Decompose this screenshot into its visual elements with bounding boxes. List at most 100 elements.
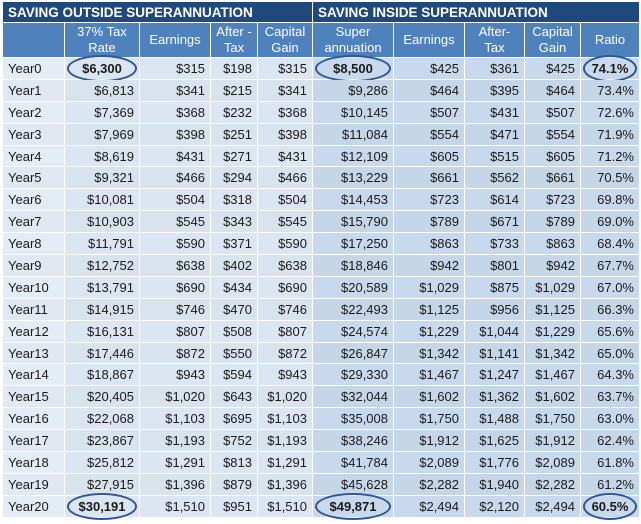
value-cell: $1,912 bbox=[524, 429, 581, 453]
value-cell: $25,812 bbox=[64, 451, 140, 474]
header-cell: Ratio bbox=[580, 22, 640, 58]
value-cell: $879 bbox=[210, 472, 258, 496]
value-cell: 74.1% bbox=[580, 55, 640, 83]
value-cell: $956 bbox=[464, 297, 525, 321]
value-cell: $661 bbox=[393, 166, 465, 190]
value-cell: 73.4% bbox=[580, 78, 640, 102]
value-cell: $1,362 bbox=[464, 385, 525, 409]
value-cell: 69.8% bbox=[580, 188, 640, 212]
value-cell: $10,081 bbox=[64, 188, 140, 212]
value-cell: $1,396 bbox=[257, 472, 313, 496]
value-cell: $951 bbox=[210, 494, 258, 518]
value-cell: $2,120 bbox=[464, 494, 525, 518]
value-cell: $23,867 bbox=[64, 429, 140, 453]
value-cell: $1,020 bbox=[139, 385, 211, 409]
value-cell: $695 bbox=[210, 407, 258, 431]
value-cell: $361 bbox=[464, 57, 525, 80]
value-cell: $341 bbox=[139, 78, 211, 102]
value-cell: $1,940 bbox=[464, 472, 525, 496]
value-cell: $8,500 bbox=[312, 55, 394, 83]
value-cell: $1,342 bbox=[524, 341, 581, 365]
table-row: Year12 $16,131 $807 $508 $807 $24,574 $1,229 $1… bbox=[2, 319, 640, 343]
value-cell: $2,282 bbox=[393, 472, 465, 496]
year-cell: Year18 bbox=[2, 451, 65, 474]
year-cell: Year13 bbox=[2, 341, 65, 365]
value-cell: $638 bbox=[139, 254, 211, 277]
value-cell: $1,029 bbox=[524, 275, 581, 299]
value-cell: $801 bbox=[464, 254, 525, 277]
value-cell: 68.4% bbox=[580, 232, 640, 256]
value-cell: $24,574 bbox=[312, 319, 394, 343]
year-cell: Year11 bbox=[2, 297, 65, 321]
table-row: Year3 $7,969 $398 $251 $398 $11,084 $554 $471 $5… bbox=[2, 122, 640, 146]
table-row: Year10 $13,791 $690 $434 $690 $20,589 $1,029 $8… bbox=[2, 275, 640, 299]
header-cell: After -Tax bbox=[210, 22, 258, 58]
value-cell: $943 bbox=[139, 363, 211, 387]
value-cell: $41,784 bbox=[312, 451, 394, 474]
value-cell: $1,020 bbox=[257, 385, 313, 409]
value-cell: $466 bbox=[257, 166, 313, 190]
value-cell: $251 bbox=[210, 122, 258, 146]
value-cell: $733 bbox=[464, 232, 525, 256]
table-row: Year14 $18,867 $943 $594 $943 $29,330 $1,467 $1… bbox=[2, 363, 640, 387]
value-cell: $1,291 bbox=[139, 451, 211, 474]
header-cell: 37% Tax Rate bbox=[64, 22, 140, 58]
value-cell: $466 bbox=[139, 166, 211, 190]
value-cell: $1,510 bbox=[257, 494, 313, 518]
value-cell: $45,628 bbox=[312, 472, 394, 496]
header-cell bbox=[2, 22, 65, 58]
table-row: Year17 $23,867 $1,193 $752 $1,193 $38,246 $1,9… bbox=[2, 429, 640, 453]
value-cell: $942 bbox=[524, 254, 581, 277]
table-row: Year16 $22,068 $1,103 $695 $1,103 $35,008 $1,7… bbox=[2, 407, 640, 431]
value-cell: $12,752 bbox=[64, 254, 140, 277]
value-cell: $1,193 bbox=[257, 429, 313, 453]
value-cell: $872 bbox=[139, 341, 211, 365]
value-cell: 69.0% bbox=[580, 210, 640, 234]
table-row: Year7 $10,903 $545 $343 $545 $15,790 $789 $671 $… bbox=[2, 210, 640, 234]
value-cell: $1,467 bbox=[524, 363, 581, 387]
value-cell: $17,446 bbox=[64, 341, 140, 365]
value-cell: $554 bbox=[524, 122, 581, 146]
value-cell: $746 bbox=[257, 297, 313, 321]
value-cell: $1,141 bbox=[464, 341, 525, 365]
value-cell: $15,790 bbox=[312, 210, 394, 234]
value-cell: $872 bbox=[257, 341, 313, 365]
value-cell: $1,912 bbox=[393, 429, 465, 453]
value-cell: $315 bbox=[257, 57, 313, 80]
value-cell: $431 bbox=[257, 144, 313, 168]
value-cell: $425 bbox=[393, 57, 465, 80]
value-cell: $1,029 bbox=[393, 275, 465, 299]
value-cell: 63.0% bbox=[580, 407, 640, 431]
value-cell: $1,510 bbox=[139, 494, 211, 518]
value-cell: $789 bbox=[393, 210, 465, 234]
value-cell: $752 bbox=[210, 429, 258, 453]
section-title: SAVING INSIDE SUPERANNUATION bbox=[312, 1, 640, 23]
value-cell: $395 bbox=[464, 78, 525, 102]
value-cell: $807 bbox=[139, 319, 211, 343]
value-cell: $318 bbox=[210, 188, 258, 212]
value-cell: $232 bbox=[210, 100, 258, 124]
value-cell: 70.5% bbox=[580, 166, 640, 190]
value-cell: $22,493 bbox=[312, 297, 394, 321]
year-cell: Year10 bbox=[2, 275, 65, 299]
value-cell: $507 bbox=[393, 100, 465, 124]
value-cell: $1,103 bbox=[139, 407, 211, 431]
value-cell: $2,089 bbox=[393, 451, 465, 474]
year-cell: Year8 bbox=[2, 232, 65, 256]
table-body: Year0 $6,300 $315 $198 $315 $8,500 $425 $361 $42… bbox=[2, 55, 640, 521]
value-cell: $594 bbox=[210, 363, 258, 387]
value-cell: $2,089 bbox=[524, 451, 581, 474]
value-cell: 65.0% bbox=[580, 341, 640, 365]
table-row: Year6 $10,081 $504 $318 $504 $14,453 $723 $614 $… bbox=[2, 188, 640, 212]
value-cell: $12,109 bbox=[312, 144, 394, 168]
value-cell: $27,915 bbox=[64, 472, 140, 496]
value-cell: $425 bbox=[524, 57, 581, 80]
value-cell: 64.3% bbox=[580, 363, 640, 387]
value-cell: $20,405 bbox=[64, 385, 140, 409]
value-cell: $1,602 bbox=[393, 385, 465, 409]
table-row: Year13 $17,446 $872 $550 $872 $26,847 $1,342 $1… bbox=[2, 341, 640, 365]
value-cell: $1,776 bbox=[464, 451, 525, 474]
value-cell: $14,453 bbox=[312, 188, 394, 212]
year-cell: Year4 bbox=[2, 144, 65, 168]
